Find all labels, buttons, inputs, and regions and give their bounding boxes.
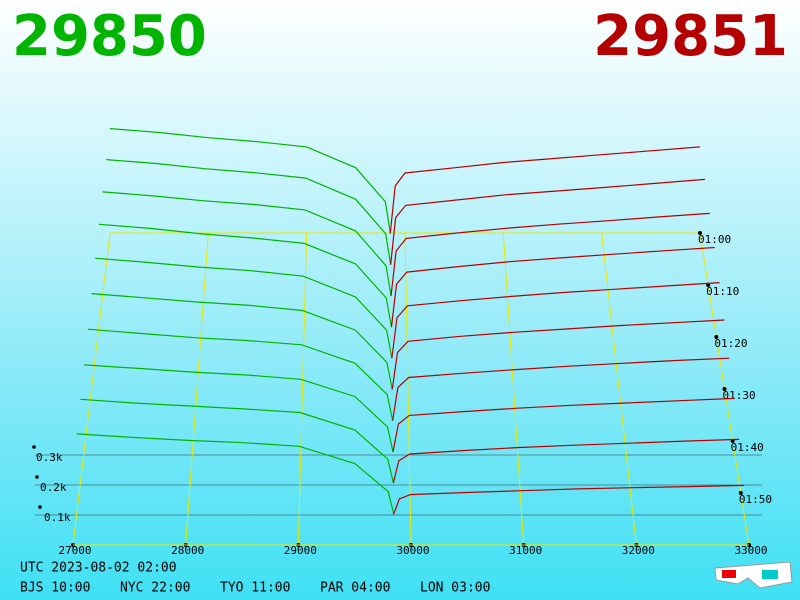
time-tick-label: 01:30 — [723, 389, 756, 402]
depth-tick — [38, 505, 42, 509]
price-grid-line — [297, 232, 308, 546]
bid-line — [98, 223, 392, 327]
best-ask: 29851 — [593, 4, 788, 69]
depth-tick-label: 0.1k — [44, 511, 71, 524]
price-tick-label: 28000 — [171, 544, 204, 557]
time-tick-label: 01:40 — [731, 441, 764, 454]
utc-time: UTC 2023-08-02 02:00 — [20, 561, 177, 576]
snapshot-time — [390, 357, 393, 359]
price-grid-line — [404, 232, 412, 546]
snapshot-time — [392, 513, 395, 515]
time-tick-label: 01:10 — [706, 285, 739, 298]
ask-line — [392, 438, 740, 483]
bid-line — [87, 328, 394, 421]
glasses-icon — [714, 561, 793, 589]
bid-line — [84, 364, 394, 452]
snapshot-time — [389, 263, 392, 266]
zone-time: TYO 11:00 — [220, 581, 290, 596]
price-tick-label: 30000 — [396, 544, 429, 557]
time-tick — [706, 283, 711, 287]
ask-line — [390, 212, 710, 296]
price-tick-label: 31000 — [509, 544, 542, 557]
price-grid-line — [185, 232, 209, 546]
price-tick-label: 32000 — [622, 544, 655, 557]
depth-tick — [35, 475, 39, 479]
time-tick-label: 01:00 — [698, 233, 731, 246]
time-tick — [722, 387, 727, 391]
depth-tick-label: 0.2k — [40, 481, 67, 494]
price-tick-label: 27000 — [58, 544, 91, 557]
price-grid-line — [502, 232, 525, 546]
zone-times: BJS 10:00 NYC 22:00 TYO 11:00 PAR 04:00 LON … — [20, 581, 490, 596]
zone-time: NYC 22:00 — [120, 581, 190, 596]
zone-time: PAR 04:00 — [320, 581, 390, 596]
depth-tick — [32, 445, 36, 449]
depth-tick-label: 0.3k — [36, 451, 63, 464]
price-grid-line — [72, 232, 111, 546]
snapshot-time — [391, 419, 394, 422]
ask-line — [393, 484, 745, 515]
time-tick — [698, 231, 702, 235]
snapshot-time — [392, 481, 395, 484]
ask-line — [389, 146, 701, 234]
time-tick-label: 01:50 — [739, 493, 772, 506]
snapshot-time — [392, 450, 394, 453]
bid-line — [91, 293, 393, 390]
snapshot-time — [390, 325, 393, 328]
time-tick — [714, 335, 719, 339]
zone-time: BJS 10:00 — [20, 581, 90, 596]
ask-line — [391, 319, 725, 390]
snapshot-time — [389, 232, 392, 234]
bid-line — [109, 128, 391, 234]
bid-line — [102, 191, 392, 296]
ask-line — [392, 397, 735, 452]
bid-line — [76, 433, 395, 514]
ask-line — [392, 357, 730, 421]
plot: 0.1k 0.2k 0.3k 27000 28000 29000 30000 31000 320… — [32, 128, 772, 557]
zone-time: LON 03:00 — [420, 581, 490, 596]
bid-line — [80, 398, 394, 483]
ask-line — [390, 246, 715, 327]
ask-line — [391, 282, 720, 358]
price-tick-label: 29000 — [284, 544, 317, 557]
time-tick — [738, 491, 743, 495]
best-bid: 29850 — [12, 4, 207, 69]
price-tick-label: 33000 — [734, 544, 767, 557]
bid-line — [95, 257, 393, 358]
snapshot-time — [390, 294, 392, 297]
time-tick-label: 01:20 — [714, 337, 747, 350]
bid-line — [106, 159, 392, 265]
price-grid-line — [601, 232, 637, 546]
ask-line — [390, 178, 705, 265]
snapshot-time — [391, 388, 393, 390]
